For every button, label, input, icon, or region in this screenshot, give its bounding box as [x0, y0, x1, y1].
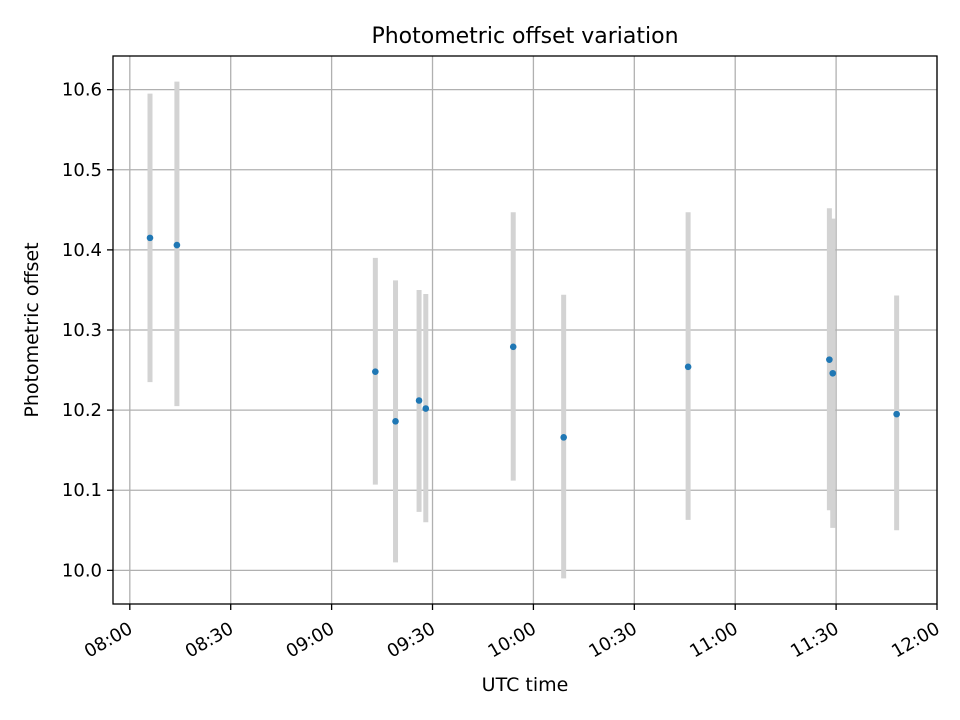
data-point: [509, 343, 517, 351]
data-point: [684, 363, 692, 371]
x-tick-label: 08:00: [81, 618, 136, 662]
grid: [113, 56, 938, 604]
data-point: [372, 368, 379, 375]
x-tick-label: 11:30: [787, 618, 842, 662]
y-axis-ticks: 10.0 10.1 10.2 10.3 10.4 10.5 10.6: [62, 80, 113, 581]
data-point: [415, 397, 423, 404]
x-tick-label: 09:30: [384, 618, 439, 662]
data-points: [146, 234, 900, 441]
y-tick-label: 10.2: [62, 400, 102, 421]
data-point: [560, 434, 567, 441]
x-tick-label: 10:30: [585, 618, 640, 662]
chart-title: Photometric offset variation: [371, 24, 678, 49]
data-point: [422, 405, 430, 412]
y-tick-label: 10.5: [62, 160, 102, 181]
x-tick-label: 09:00: [283, 618, 338, 662]
data-point: [826, 356, 833, 363]
data-point: [392, 418, 399, 425]
y-tick-label: 10.4: [62, 240, 102, 261]
x-tick-label: 12:00: [888, 618, 943, 662]
data-point: [146, 234, 154, 242]
x-tick-label: 11:00: [686, 618, 741, 662]
data-point: [829, 369, 837, 377]
x-tick-label: 10:00: [484, 618, 539, 662]
y-tick-label: 10.0: [62, 560, 102, 581]
y-axis-label: Photometric offset: [21, 242, 43, 417]
y-tick-label: 10.6: [62, 80, 102, 101]
y-tick-label: 10.3: [62, 320, 102, 341]
data-point: [173, 241, 181, 249]
x-axis-label: UTC time: [482, 674, 569, 696]
x-tick-label: 08:30: [182, 618, 237, 662]
data-point: [893, 410, 900, 418]
x-axis-ticks: 08:00 08:30 09:00 09:30 10:00 10:30 11:00 11:30…: [81, 604, 944, 662]
y-tick-label: 10.1: [62, 480, 102, 501]
